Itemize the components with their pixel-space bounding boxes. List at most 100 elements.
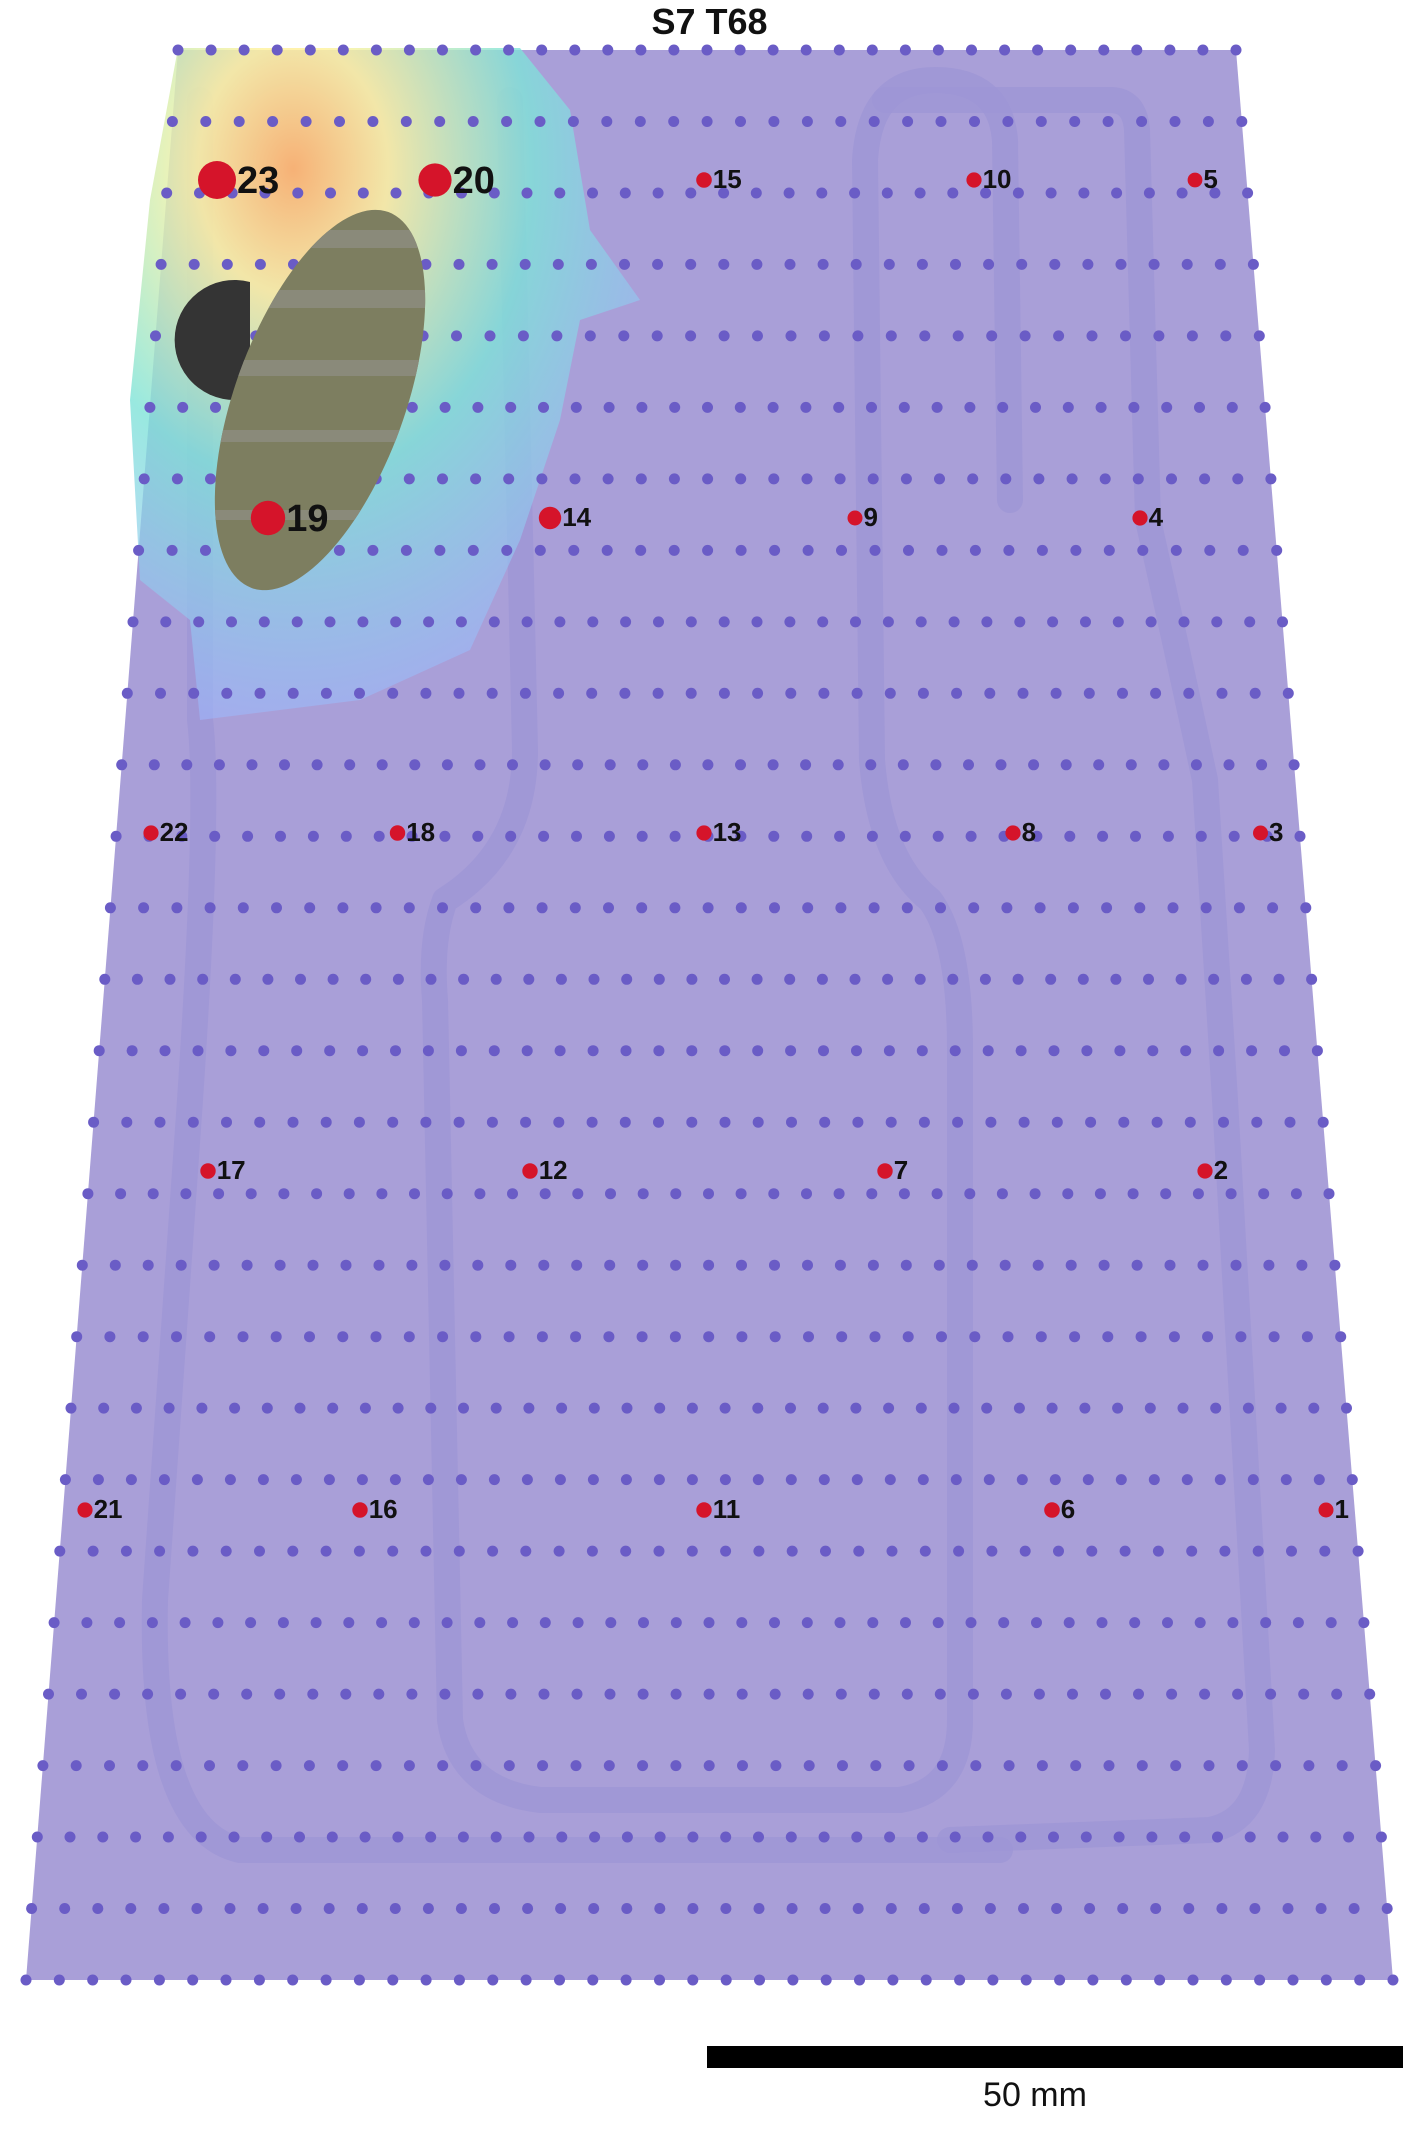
- grid-dot: [1313, 1474, 1325, 1486]
- grid-dot: [832, 759, 844, 771]
- grid-dot: [1048, 1045, 1060, 1057]
- grid-dot: [1233, 902, 1245, 914]
- grid-dot: [359, 1402, 371, 1414]
- grid-dot: [1280, 1474, 1292, 1486]
- grid-dot: [1128, 401, 1140, 413]
- grid-dot: [1292, 1617, 1304, 1629]
- grid-dot: [835, 1688, 847, 1700]
- grid-dot: [1087, 1974, 1099, 1986]
- grid-dot: [785, 1474, 797, 1486]
- grid-dot: [1148, 1474, 1160, 1486]
- grid-dot: [1053, 330, 1065, 342]
- grid-dot: [536, 902, 548, 914]
- grid-dot: [387, 1545, 399, 1557]
- grid-dot: [441, 1617, 453, 1629]
- grid-dot: [1247, 258, 1259, 270]
- object-stripe: [200, 430, 440, 442]
- grid-dot: [70, 1760, 82, 1772]
- grid-dot: [261, 1831, 273, 1843]
- grid-dot: [520, 1545, 532, 1557]
- figure-title: S7 T68: [651, 1, 768, 42]
- grid-dot: [817, 616, 829, 628]
- grid-dot: [387, 1974, 399, 1986]
- grid-dot: [472, 401, 484, 413]
- grid-dot: [373, 1688, 385, 1700]
- grid-dot: [225, 1045, 237, 1057]
- grid-dot: [953, 1545, 965, 1557]
- grid-dot: [142, 1259, 154, 1271]
- grid-dot: [458, 973, 470, 985]
- grid-dot: [403, 1760, 415, 1772]
- grid-dot: [137, 1331, 149, 1343]
- electrode-11-label: 11: [713, 1494, 741, 1524]
- grid-dot: [936, 544, 948, 556]
- grid-dot: [620, 1974, 632, 1986]
- grid-dot: [1286, 1545, 1297, 1557]
- grid-dot: [1069, 1331, 1081, 1343]
- grid-dot: [1133, 1688, 1144, 1700]
- grid-dot: [620, 1474, 632, 1486]
- grid-dot: [1214, 258, 1226, 270]
- grid-dot: [899, 830, 911, 842]
- grid-dot: [327, 973, 339, 985]
- grid-dot: [720, 1545, 732, 1557]
- grid-dot: [503, 473, 515, 485]
- grid-dot: [287, 687, 299, 699]
- grid-dot: [1290, 1188, 1302, 1200]
- grid-dot: [1186, 330, 1198, 342]
- grid-dot: [147, 1188, 159, 1200]
- grid-dot: [850, 1402, 862, 1414]
- grid-dot: [803, 1760, 815, 1772]
- grid-dot: [1181, 258, 1193, 270]
- electrode-2-label: 2: [1214, 1155, 1228, 1185]
- grid-dot: [818, 687, 830, 699]
- grid-dot: [932, 44, 944, 56]
- grid-dot: [567, 116, 579, 127]
- grid-dot: [224, 1474, 236, 1486]
- grid-dot: [986, 1545, 998, 1557]
- grid-dot: [1093, 759, 1105, 771]
- grid-dot: [571, 1259, 583, 1271]
- grid-dot: [403, 902, 415, 914]
- grid-dot: [1218, 1116, 1229, 1128]
- grid-dot: [1115, 1474, 1127, 1486]
- grid-dot: [818, 330, 830, 342]
- grid-dot: [406, 401, 418, 413]
- grid-dot: [1259, 401, 1271, 413]
- grid-dot: [1195, 830, 1207, 842]
- grid-dot: [769, 1688, 781, 1700]
- grid-dot: [470, 473, 482, 485]
- grid-dot: [1263, 1259, 1275, 1271]
- grid-dot: [1132, 473, 1144, 485]
- grid-dot: [635, 44, 647, 56]
- grid-dot: [138, 473, 150, 485]
- grid-dot: [1015, 1831, 1027, 1843]
- grid-dot: [1031, 1617, 1042, 1629]
- grid-dot: [1136, 116, 1148, 127]
- grid-dot: [568, 544, 580, 556]
- grid-dot: [554, 187, 566, 199]
- grid-dot: [1265, 1688, 1277, 1700]
- grid-dot: [93, 1045, 105, 1057]
- grid-dot: [1284, 1116, 1296, 1128]
- grid-dot: [1103, 1760, 1115, 1772]
- grid-dot: [1019, 330, 1031, 342]
- grid-dot: [1003, 544, 1015, 556]
- grid-dot: [849, 187, 861, 199]
- grid-dot: [736, 1688, 748, 1700]
- grid-dot: [931, 401, 943, 413]
- grid-dot: [866, 44, 878, 56]
- grid-dot: [160, 616, 172, 628]
- grid-dot: [1275, 1402, 1287, 1414]
- grid-dot: [984, 687, 996, 699]
- grid-dot: [964, 1188, 976, 1200]
- grid-dot: [1045, 187, 1057, 199]
- grid-dot: [153, 1974, 165, 1986]
- grid-dot: [517, 330, 529, 342]
- grid-dot: [188, 687, 200, 699]
- grid-dot: [984, 1903, 996, 1914]
- grid-dot: [1267, 902, 1279, 914]
- grid-dot: [1086, 1545, 1098, 1557]
- grid-dot: [420, 258, 432, 270]
- grid-dot: [1183, 1903, 1195, 1914]
